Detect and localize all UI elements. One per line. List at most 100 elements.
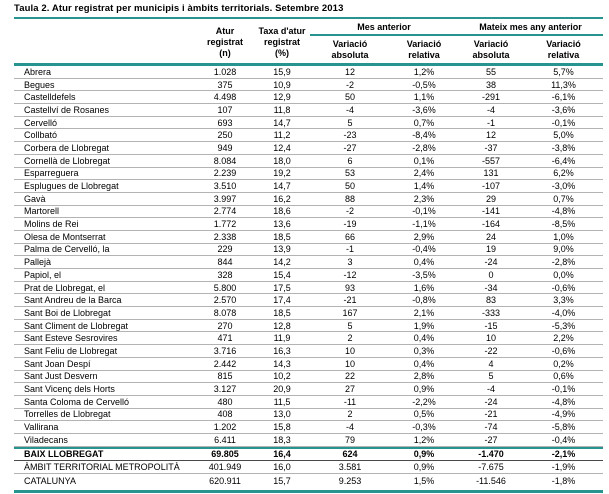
cell-var-abs-any: 55 <box>485 66 496 77</box>
cell-atur-registrat: 844 <box>217 257 233 268</box>
cell-municipality: Sant Feliu de Llobregat <box>24 345 118 356</box>
cell-var-rel-mes: 0,3% <box>413 345 435 356</box>
table-row: ÀMBIT TERRITORIAL METROPOLITÀ 401.949 16,0… <box>14 461 603 475</box>
cell-taxa-atur: 20,9 <box>273 384 291 395</box>
cell-var-rel-any: -2,1% <box>551 449 576 460</box>
cell-var-abs-any: 131 <box>483 168 499 179</box>
cell-atur-registrat: 8.078 <box>213 307 237 318</box>
cell-atur-registrat: 949 <box>217 142 233 153</box>
cell-atur-registrat: 6.411 <box>214 434 236 445</box>
cell-municipality: Esparreguera <box>24 168 79 179</box>
cell-var-rel-any: -5,8% <box>551 422 576 433</box>
cell-taxa-atur: 14,7 <box>273 117 291 128</box>
cell-var-rel-any: 0,6% <box>553 371 574 382</box>
cell-var-abs-mes: -23 <box>343 130 357 141</box>
cell-taxa-atur: 16,2 <box>273 193 291 204</box>
cell-var-abs-any: -24 <box>484 257 498 268</box>
cell-atur-registrat: 69.805 <box>211 449 239 460</box>
cell-var-rel-any: 0,7% <box>553 193 574 204</box>
header-var-abs-month: Variació absoluta <box>331 39 369 60</box>
cell-var-rel-mes: 0,4% <box>413 358 435 369</box>
cell-var-rel-mes: -0,8% <box>412 295 436 306</box>
table-row: Castelldefels 4.498 12,9 50 1,1% -291 -6,1% <box>14 91 603 105</box>
cell-atur-registrat: 375 <box>217 79 233 90</box>
cell-var-rel-mes: 0,5% <box>413 409 435 420</box>
cell-municipality: Begues <box>24 79 55 90</box>
cell-var-abs-any: -107 <box>481 181 500 192</box>
cell-atur-registrat: 328 <box>217 269 233 280</box>
cell-var-rel-any: -0,6% <box>551 282 576 293</box>
table-row: Castellví de Rosanes 107 11,8 -4 -3,6% -4 -3,6… <box>14 104 603 117</box>
cell-taxa-atur: 18,3 <box>273 434 291 445</box>
table-row: Esparreguera 2.239 19,2 53 2,4% 131 6,2% <box>14 168 603 181</box>
cell-taxa-atur: 12,4 <box>273 142 291 153</box>
cell-municipality: Torrelles de Llobregat <box>24 409 111 420</box>
cell-municipality: Pallejà <box>24 257 52 268</box>
table-row: Corbera de Llobregat 949 12,4 -27 -2,8% -37 -3… <box>14 142 603 155</box>
cell-taxa-atur: 11,2 <box>273 130 291 141</box>
cell-atur-registrat: 3.510 <box>213 181 237 192</box>
cell-var-abs-mes: 53 <box>344 168 355 179</box>
cell-var-abs-any: 5 <box>488 371 494 382</box>
cell-taxa-atur: 17,4 <box>273 295 291 306</box>
cell-atur-registrat: 1.772 <box>213 219 237 230</box>
cell-var-abs-mes: 5 <box>347 117 353 128</box>
table-row: Collbató 250 11,2 -23 -8,4% 12 5,0% <box>14 129 603 143</box>
cell-taxa-atur: 12,9 <box>273 92 291 103</box>
table-row: Begues 375 10,9 -2 -0,5% 38 11,3% <box>14 79 603 92</box>
table-row: Sant Esteve Sesrovires 471 11,9 2 0,4% 10 2,2% <box>14 332 603 346</box>
cell-municipality: Sant Just Desvern <box>24 371 98 382</box>
cell-var-abs-mes: 22 <box>344 371 355 382</box>
cell-atur-registrat: 3.716 <box>213 345 237 356</box>
cell-var-abs-mes: -4 <box>345 104 354 115</box>
cell-atur-registrat: 815 <box>217 371 233 382</box>
cell-var-abs-any: -7.675 <box>478 461 504 472</box>
cell-var-abs-any: 12 <box>485 130 496 141</box>
cell-municipality: Viladecans <box>24 434 68 445</box>
cell-taxa-atur: 17,5 <box>273 282 291 293</box>
cell-var-abs-any: -27 <box>484 434 498 445</box>
cell-municipality: Sant Climent de Llobregat <box>24 320 129 331</box>
cell-var-rel-mes: -3,6% <box>412 104 436 115</box>
header-var-rel-month: Variació relativa <box>406 39 442 60</box>
cell-municipality: BAIX LLOBREGAT <box>24 449 104 460</box>
cell-taxa-atur: 11,9 <box>273 333 291 344</box>
cell-var-rel-mes: 2,4% <box>413 168 435 179</box>
table-row: BAIX LLOBREGAT 69.805 16,4 624 0,9% -1.470 -2,… <box>14 446 603 461</box>
cell-var-abs-any: -333 <box>481 307 500 318</box>
cell-var-abs-mes: 10 <box>344 358 355 369</box>
cell-var-rel-any: -3,8% <box>551 142 576 153</box>
cell-taxa-atur: 11,5 <box>273 396 291 407</box>
cell-var-abs-any: 83 <box>485 295 496 306</box>
cell-var-rel-any: -6,1% <box>551 92 576 103</box>
cell-var-rel-mes: 2,9% <box>413 231 435 242</box>
cell-atur-registrat: 5.800 <box>213 282 237 293</box>
cell-var-abs-any: -557 <box>481 155 500 166</box>
cell-var-abs-mes: 10 <box>344 345 355 356</box>
cell-var-abs-any: -164 <box>481 219 500 230</box>
cell-var-abs-mes: 2 <box>347 409 353 420</box>
cell-atur-registrat: 8.084 <box>213 155 237 166</box>
cell-var-abs-any: -4 <box>486 384 495 395</box>
cell-var-abs-mes: -2 <box>345 79 354 90</box>
cell-var-rel-any: -8,5% <box>551 219 576 230</box>
cell-taxa-atur: 16,4 <box>273 449 291 460</box>
cell-municipality: Sant Vicenç dels Horts <box>24 384 115 395</box>
header-var-rel-year: Variació relativa <box>546 39 581 60</box>
table-row: Sant Feliu de Llobregat 3.716 16,3 10 0,3% -2… <box>14 345 603 358</box>
cell-municipality: Sant Joan Despí <box>24 358 91 369</box>
table-row: Torrelles de Llobregat 408 13,0 2 0,5% -21 -4,… <box>14 409 603 422</box>
cell-var-rel-mes: 0,7% <box>413 117 435 128</box>
cell-var-abs-any: 24 <box>485 231 496 242</box>
cell-var-rel-any: -0,1% <box>551 117 576 128</box>
cell-var-rel-mes: 0,1% <box>413 155 435 166</box>
cell-municipality: Collbató <box>24 130 58 141</box>
cell-var-rel-mes: 0,9% <box>413 449 435 460</box>
cell-atur-registrat: 270 <box>217 320 233 331</box>
cell-var-abs-any: -11.546 <box>476 475 506 486</box>
cell-taxa-atur: 13,9 <box>273 244 291 255</box>
cell-var-rel-mes: 1,6% <box>413 282 435 293</box>
table-row: Sant Climent de Llobregat 270 12,8 5 1,9% -15… <box>14 320 603 333</box>
cell-var-abs-any: 29 <box>485 193 496 204</box>
cell-var-rel-any: -1,9% <box>551 461 576 472</box>
